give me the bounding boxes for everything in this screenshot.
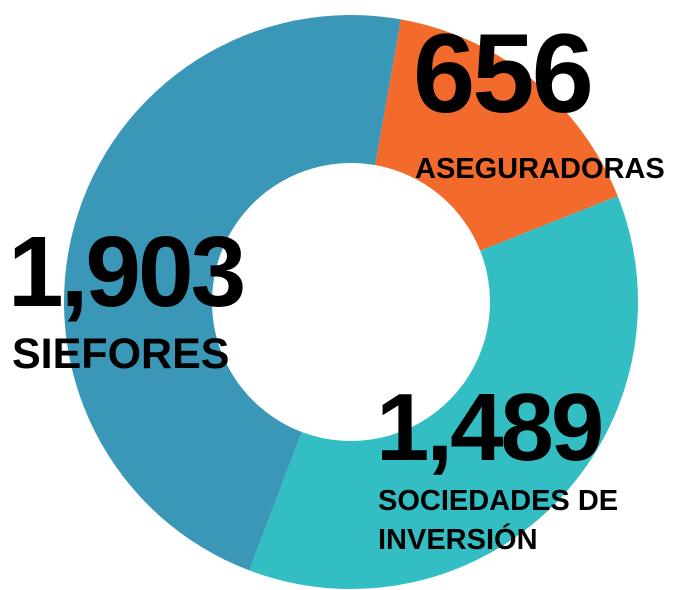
donut-segment	[63, 14, 401, 571]
category-label: SIEFORES	[12, 330, 230, 378]
category-label: ASEGURADORAS	[415, 153, 665, 185]
donut-segment	[375, 19, 618, 251]
value-label: 1,903	[8, 216, 246, 328]
value-label: 1,489	[376, 374, 604, 481]
category-label: SOCIEDADES DE INVERSIÓN	[378, 485, 619, 557]
value-label: 656	[413, 11, 594, 136]
donut-segment	[249, 196, 639, 589]
